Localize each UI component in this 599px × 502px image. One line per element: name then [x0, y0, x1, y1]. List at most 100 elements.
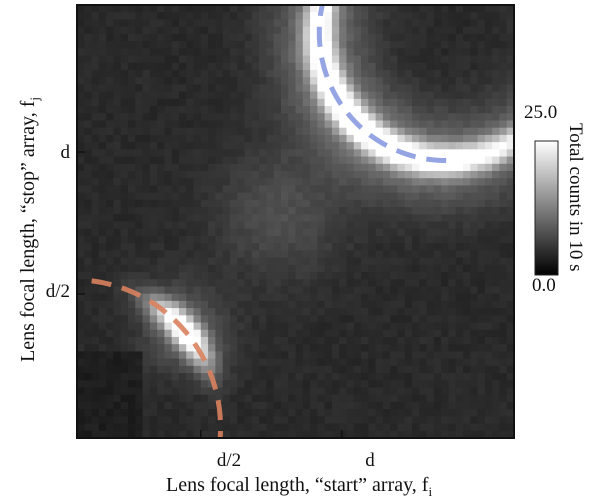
heatmap-cell	[492, 48, 501, 57]
heatmap-cell	[361, 62, 369, 71]
heatmap-cell	[492, 286, 501, 295]
heatmap-cell	[375, 84, 384, 93]
heatmap-cell	[288, 315, 297, 324]
heatmap-cell	[433, 423, 442, 432]
heatmap-cell	[331, 293, 340, 302]
heatmap-cell	[477, 41, 486, 49]
heatmap-cell	[208, 185, 216, 194]
heatmap-cell	[149, 409, 158, 417]
heatmap-cell	[331, 315, 340, 324]
heatmap-cell	[375, 279, 384, 288]
heatmap-cell	[208, 221, 216, 230]
heatmap-cell	[506, 149, 514, 158]
heatmap-cell	[419, 373, 428, 381]
heatmap-cell	[317, 300, 326, 309]
heatmap-cell	[215, 315, 224, 324]
heatmap-cell	[433, 69, 442, 78]
heatmap-cell	[215, 394, 224, 403]
heatmap-cell	[382, 409, 391, 417]
colorbar-title: Total counts in 10 s	[565, 123, 586, 272]
heatmap-cell	[310, 286, 318, 295]
heatmap-cell	[331, 106, 340, 114]
heatmap-cell	[310, 272, 318, 280]
heatmap-cell	[229, 33, 238, 42]
heatmap-cell	[142, 394, 151, 403]
heatmap-cell	[222, 336, 231, 345]
heatmap-cell	[346, 416, 355, 425]
heatmap-cell	[157, 120, 165, 129]
heatmap-cell	[382, 344, 391, 352]
heatmap-cell	[171, 416, 180, 425]
heatmap-cell	[186, 336, 195, 345]
heatmap-cell	[91, 387, 100, 396]
heatmap-cell	[506, 315, 514, 324]
heatmap-cell	[222, 19, 231, 28]
heatmap-cell	[142, 156, 151, 165]
heatmap-cell	[208, 409, 216, 417]
heatmap-cell	[77, 293, 85, 302]
heatmap-cell	[273, 430, 282, 438]
heatmap-cell	[251, 394, 260, 403]
heatmap-cell	[251, 192, 260, 201]
heatmap-cell	[251, 113, 260, 122]
heatmap-cell	[397, 221, 406, 230]
heatmap-cell	[164, 142, 173, 150]
heatmap-cell	[259, 163, 267, 172]
heatmap-cell	[259, 221, 267, 230]
x-axis-label-subscript: i	[428, 484, 432, 499]
heatmap-cell	[492, 156, 501, 165]
heatmap-cell	[193, 279, 202, 288]
heatmap-cell	[280, 84, 289, 93]
heatmap-cell	[157, 322, 165, 331]
heatmap-cell	[368, 279, 377, 288]
heatmap-cell	[477, 300, 486, 309]
heatmap-cell	[193, 235, 202, 244]
heatmap-cell	[149, 69, 158, 78]
heatmap-cell	[164, 351, 173, 360]
heatmap-cell	[215, 351, 224, 360]
heatmap-cell	[208, 26, 216, 35]
heatmap-cell	[331, 235, 340, 244]
heatmap-cell	[200, 243, 209, 251]
heatmap-cell	[208, 423, 216, 432]
heatmap-cell	[397, 250, 406, 259]
heatmap-cell	[193, 5, 202, 13]
heatmap-cell	[164, 5, 173, 13]
heatmap-cell	[368, 5, 377, 13]
heatmap-cell	[317, 235, 326, 244]
heatmap-cell	[135, 358, 144, 367]
heatmap-cell	[463, 12, 471, 21]
heatmap-cell	[310, 228, 318, 237]
heatmap-cell	[455, 279, 464, 288]
heatmap-cell	[149, 416, 158, 425]
heatmap-cell	[310, 243, 318, 251]
heatmap-cell	[208, 228, 216, 237]
heatmap-cell	[266, 373, 275, 381]
heatmap-cell	[135, 48, 144, 57]
heatmap-cell	[506, 91, 514, 100]
heatmap-cell	[295, 41, 304, 49]
heatmap-cell	[200, 264, 209, 273]
heatmap-cell	[120, 106, 129, 114]
x-tick-label-d: d	[365, 450, 375, 471]
heatmap-cell	[470, 409, 479, 417]
heatmap-cell	[353, 113, 362, 122]
heatmap-cell	[470, 69, 479, 78]
heatmap-cell	[506, 365, 514, 374]
heatmap-cell	[317, 344, 326, 352]
heatmap-cell	[215, 264, 224, 273]
heatmap-cell	[222, 113, 231, 122]
heatmap-cell	[419, 409, 428, 417]
heatmap-cell	[222, 163, 231, 172]
heatmap-cell	[390, 214, 399, 223]
heatmap-cell	[288, 163, 297, 172]
heatmap-cell	[361, 409, 369, 417]
heatmap-cell	[244, 19, 253, 28]
heatmap-cell	[404, 394, 413, 403]
heatmap-cell	[164, 19, 173, 28]
heatmap-cell	[492, 228, 501, 237]
heatmap-cell	[441, 178, 450, 187]
heatmap-cell	[266, 329, 275, 338]
heatmap-cell	[310, 170, 318, 179]
heatmap-cell	[113, 243, 122, 251]
